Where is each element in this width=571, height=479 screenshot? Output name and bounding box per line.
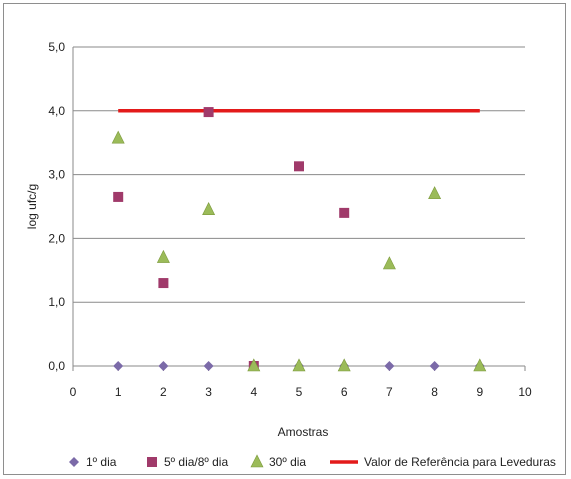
point-square-5: [339, 207, 350, 218]
point-triangle-7: [428, 186, 442, 200]
y-tick-label-4: 4,0: [48, 104, 65, 118]
point-triangle-6: [382, 256, 396, 270]
point-square-1: [158, 278, 169, 289]
point-diamond-2: [203, 361, 214, 371]
legend-label-0: 1º dia: [86, 455, 117, 469]
point-diamond-1: [158, 361, 169, 371]
y-tick-label-3: 3,0: [48, 168, 65, 182]
x-tick-label-5: 5: [296, 385, 303, 399]
legend-swatch-square: [147, 457, 157, 467]
y-tick-label-5: 5,0: [48, 40, 65, 54]
chart-frame: [3, 3, 566, 475]
y-tick-label-2: 2,0: [48, 231, 65, 245]
point-triangle-3: [247, 358, 261, 372]
point-diamond-0: [113, 361, 124, 371]
point-square-4: [294, 161, 304, 172]
point-diamond-7: [429, 361, 440, 371]
grid-lines: [73, 46, 525, 303]
point-square-2: [203, 107, 214, 118]
x-tick-label-6: 6: [341, 385, 348, 399]
point-triangle-4: [292, 358, 306, 372]
point-diamond-6: [384, 361, 395, 371]
legend-swatch-diamond: [69, 457, 79, 467]
x-tick-label-1: 1: [115, 385, 122, 399]
legend-swatch-triangle: [250, 454, 264, 468]
x-axis-title: Amostras: [278, 425, 329, 439]
point-square-0: [113, 191, 124, 202]
x-tick-label-10: 10: [518, 385, 532, 399]
legend-label-2: 30º dia: [269, 455, 306, 469]
legend: 1º dia 5º dia/8º dia 30º dia Valor de Refer…: [69, 454, 556, 469]
y-tick-label-1: 1,0: [48, 295, 65, 309]
y-tick-label-0: 0,0: [48, 359, 65, 373]
legend-label-3: Valor de Referência para Leveduras: [364, 455, 556, 469]
x-tick-label-9: 9: [476, 385, 483, 399]
x-tick-label-4: 4: [250, 385, 257, 399]
x-tick-label-8: 8: [431, 385, 438, 399]
x-tick-label-0: 0: [70, 385, 77, 399]
point-triangle-0: [111, 130, 125, 144]
point-triangle-8: [473, 358, 487, 372]
y-axis-title: log ufc/g: [25, 184, 39, 229]
x-tick-label-2: 2: [160, 385, 167, 399]
x-tick-label-3: 3: [205, 385, 212, 399]
point-triangle-2: [202, 202, 216, 215]
data-markers: [111, 107, 487, 372]
axes: 0,0 1,0 2,0 3,0 4,0 5,0 0 1 2 3 4 5 6 7 8 9 10: [48, 40, 532, 399]
point-triangle-5: [337, 358, 351, 372]
point-triangle-1: [156, 249, 170, 263]
legend-label-1: 5º dia/8º dia: [164, 455, 228, 469]
x-tick-label-7: 7: [386, 385, 393, 399]
